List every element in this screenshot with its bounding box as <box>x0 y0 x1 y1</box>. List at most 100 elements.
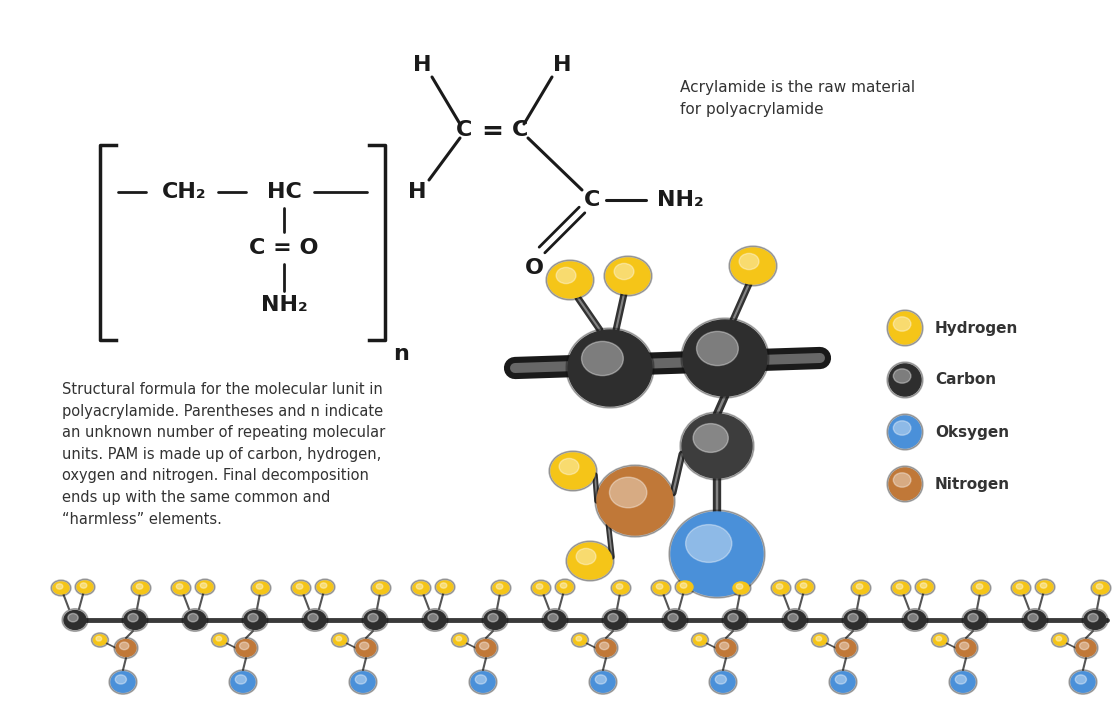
Ellipse shape <box>887 466 923 502</box>
Ellipse shape <box>731 248 775 284</box>
Ellipse shape <box>231 672 255 692</box>
Text: Structural formula for the molecular lunit in
polyacrylamide. Parentheses and n : Structural formula for the molecular lun… <box>62 382 385 526</box>
Ellipse shape <box>536 584 543 590</box>
Ellipse shape <box>894 472 911 487</box>
Ellipse shape <box>469 669 497 694</box>
Ellipse shape <box>894 421 911 435</box>
Ellipse shape <box>376 584 383 590</box>
Ellipse shape <box>691 633 709 647</box>
Ellipse shape <box>77 581 93 593</box>
Ellipse shape <box>589 669 617 694</box>
Ellipse shape <box>1054 635 1066 645</box>
Ellipse shape <box>531 580 551 596</box>
Ellipse shape <box>1076 639 1096 657</box>
Ellipse shape <box>889 468 921 500</box>
Ellipse shape <box>172 582 189 594</box>
Ellipse shape <box>1037 581 1053 593</box>
Ellipse shape <box>951 672 976 692</box>
Ellipse shape <box>240 642 249 650</box>
Ellipse shape <box>834 637 858 658</box>
Ellipse shape <box>719 642 729 650</box>
Ellipse shape <box>977 584 983 590</box>
Ellipse shape <box>594 637 618 658</box>
Ellipse shape <box>482 608 508 632</box>
Ellipse shape <box>53 582 69 594</box>
Ellipse shape <box>716 639 736 657</box>
Ellipse shape <box>349 669 377 694</box>
Ellipse shape <box>428 613 438 622</box>
Ellipse shape <box>1093 582 1109 594</box>
Ellipse shape <box>671 512 763 596</box>
Ellipse shape <box>893 582 909 594</box>
Ellipse shape <box>1028 613 1038 622</box>
Ellipse shape <box>936 637 942 641</box>
Text: Carbon: Carbon <box>935 372 996 388</box>
Ellipse shape <box>795 579 815 595</box>
Ellipse shape <box>685 524 731 562</box>
Ellipse shape <box>440 583 447 588</box>
Ellipse shape <box>896 584 903 590</box>
Ellipse shape <box>675 579 696 595</box>
Ellipse shape <box>816 637 822 641</box>
Ellipse shape <box>200 583 207 588</box>
Ellipse shape <box>599 642 609 650</box>
Ellipse shape <box>451 633 468 647</box>
Ellipse shape <box>334 635 346 645</box>
Ellipse shape <box>729 246 777 286</box>
Ellipse shape <box>680 583 687 588</box>
Ellipse shape <box>81 583 87 588</box>
Ellipse shape <box>1012 582 1029 594</box>
Ellipse shape <box>320 583 327 588</box>
Ellipse shape <box>892 580 911 596</box>
Ellipse shape <box>362 608 388 632</box>
Ellipse shape <box>894 369 911 383</box>
Ellipse shape <box>351 672 375 692</box>
Ellipse shape <box>542 608 568 632</box>
Ellipse shape <box>547 260 594 300</box>
Ellipse shape <box>131 580 151 596</box>
Ellipse shape <box>171 580 192 596</box>
Ellipse shape <box>424 611 446 629</box>
Ellipse shape <box>962 608 988 632</box>
Ellipse shape <box>917 581 933 593</box>
Ellipse shape <box>857 584 862 590</box>
Ellipse shape <box>1035 579 1055 595</box>
Ellipse shape <box>315 579 335 595</box>
Ellipse shape <box>651 580 671 596</box>
Ellipse shape <box>581 341 624 376</box>
Ellipse shape <box>576 637 581 641</box>
Ellipse shape <box>422 608 448 632</box>
Ellipse shape <box>484 611 506 629</box>
Ellipse shape <box>244 611 267 629</box>
Ellipse shape <box>548 613 558 622</box>
Ellipse shape <box>122 608 148 632</box>
Ellipse shape <box>609 477 647 508</box>
Ellipse shape <box>949 669 977 694</box>
Ellipse shape <box>544 611 566 629</box>
Ellipse shape <box>960 642 969 650</box>
Ellipse shape <box>604 611 626 629</box>
Ellipse shape <box>181 608 208 632</box>
Ellipse shape <box>111 672 136 692</box>
Ellipse shape <box>1068 669 1096 694</box>
Text: Oksygen: Oksygen <box>935 425 1009 440</box>
Ellipse shape <box>889 416 921 448</box>
Ellipse shape <box>604 256 652 296</box>
Ellipse shape <box>93 635 106 645</box>
Ellipse shape <box>1016 584 1023 590</box>
Ellipse shape <box>571 633 589 647</box>
Ellipse shape <box>1021 608 1048 632</box>
Ellipse shape <box>662 608 688 632</box>
Ellipse shape <box>576 548 596 564</box>
Ellipse shape <box>596 639 616 657</box>
Ellipse shape <box>887 310 923 346</box>
Ellipse shape <box>488 613 498 622</box>
Ellipse shape <box>413 582 429 594</box>
Text: Acrylamide is the raw material
for polyacrylamide: Acrylamide is the raw material for polya… <box>680 80 915 117</box>
Ellipse shape <box>354 637 377 658</box>
Ellipse shape <box>251 580 271 596</box>
Ellipse shape <box>831 672 855 692</box>
Ellipse shape <box>234 637 258 658</box>
Ellipse shape <box>728 613 738 622</box>
Ellipse shape <box>915 579 935 595</box>
